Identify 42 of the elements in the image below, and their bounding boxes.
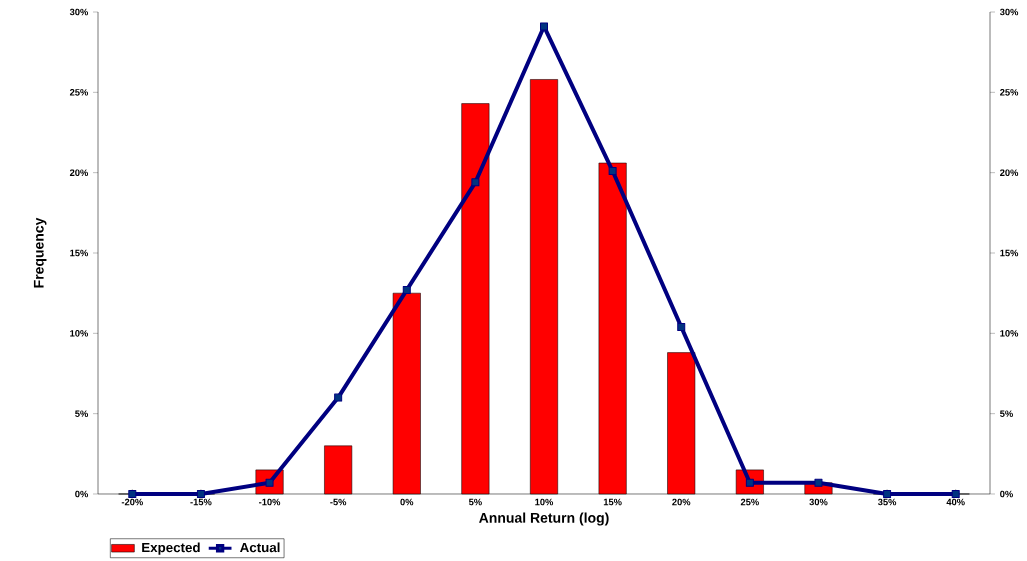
x-tick-label: 5%: [468, 498, 482, 506]
x-tick-label: 40%: [946, 498, 965, 506]
x-tick-label: 25%: [740, 498, 759, 506]
x-tick-label: -5%: [330, 498, 347, 506]
point: [814, 478, 823, 487]
point: [334, 393, 343, 402]
y-tick-label: 10%: [70, 330, 89, 337]
x-tick-label: 20%: [672, 498, 691, 506]
y2-tick-label: 0%: [1000, 490, 1013, 498]
y2-tick-label: 10%: [1000, 330, 1019, 337]
point: [608, 167, 617, 176]
y2-tick-label: 30%: [999, 8, 1019, 16]
y-tick-label: 20%: [69, 169, 89, 176]
y2-tick-label: 5%: [1000, 410, 1013, 417]
point: [471, 178, 480, 187]
point: [128, 490, 137, 498]
y2-tick-label: 15%: [1000, 249, 1019, 257]
point: [196, 490, 205, 498]
x-tick-label: 10%: [535, 498, 554, 506]
y-tick-label: 5%: [75, 410, 89, 417]
x-tick-label: -20%: [121, 498, 143, 506]
point: [540, 22, 549, 31]
y-tick-label: 15%: [70, 249, 89, 257]
point: [677, 322, 686, 331]
x-tick-label: -15%: [190, 498, 212, 506]
x-tick-label: 30%: [809, 498, 828, 506]
y-tick-label: 25%: [69, 89, 89, 96]
point: [883, 490, 892, 498]
x-tick-label: 0%: [400, 498, 414, 506]
point: [951, 490, 960, 498]
x-axis-title: Annual Return (log): [479, 512, 609, 526]
y-tick-label: 0%: [75, 490, 89, 498]
legend-label: Actual: [239, 542, 280, 553]
y-tick-label: 30%: [69, 8, 89, 16]
point: [402, 285, 411, 294]
y2-tick-label: 20%: [1000, 169, 1019, 176]
y2-tick-label: 25%: [1000, 89, 1019, 96]
legend-label: Expected: [142, 542, 200, 555]
x-tick-label: 35%: [877, 498, 897, 506]
x-tick-label: 15%: [603, 498, 622, 506]
y-axis-title: Frequency: [33, 217, 47, 288]
x-tick-label: -10%: [259, 498, 281, 506]
